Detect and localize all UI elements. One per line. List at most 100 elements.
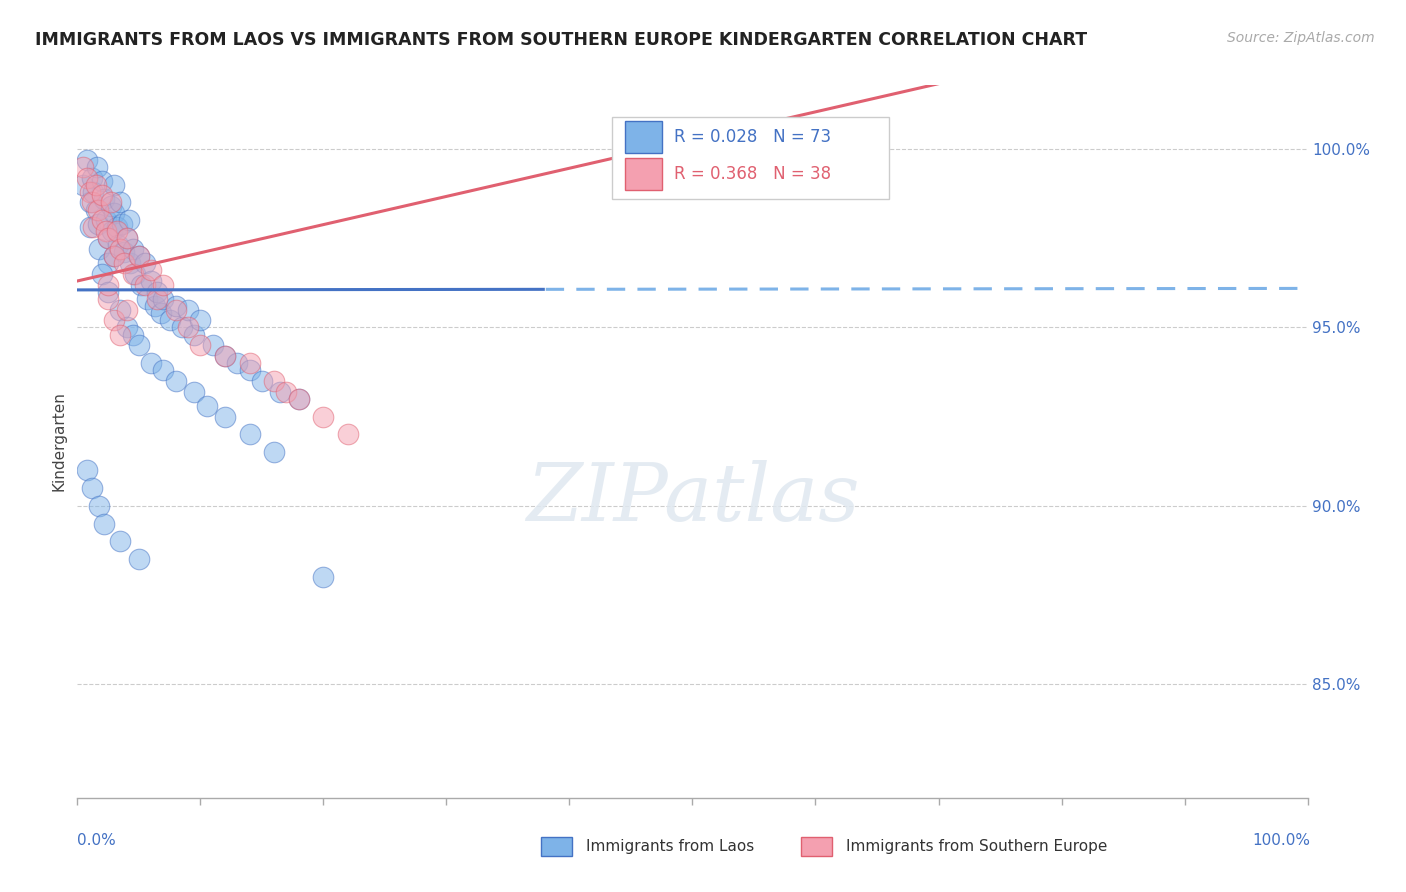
Point <box>97 277 120 292</box>
Text: 100.0%: 100.0% <box>1253 833 1310 847</box>
Point <box>76 463 98 477</box>
Point <box>183 384 205 399</box>
Point <box>105 220 128 235</box>
Point <box>239 356 262 370</box>
Point <box>239 427 262 442</box>
Point <box>82 195 104 210</box>
FancyBboxPatch shape <box>624 120 662 153</box>
Point <box>288 392 311 406</box>
Point <box>82 220 104 235</box>
Point <box>97 231 120 245</box>
Point <box>121 267 143 281</box>
Point <box>84 202 107 217</box>
Point <box>76 170 98 185</box>
Point <box>84 178 107 192</box>
Point <box>201 338 224 352</box>
Point <box>112 245 135 260</box>
Point <box>111 217 132 231</box>
Point <box>152 277 174 292</box>
Point <box>79 195 101 210</box>
Point <box>115 302 138 317</box>
Point <box>134 277 156 292</box>
Point <box>82 481 104 495</box>
Point <box>115 231 138 245</box>
Point <box>110 327 132 342</box>
Point <box>177 302 200 317</box>
FancyBboxPatch shape <box>624 158 662 190</box>
Point <box>103 313 125 327</box>
Point <box>177 320 200 334</box>
Point <box>276 384 298 399</box>
Point <box>110 534 132 549</box>
Point <box>112 256 135 270</box>
Point <box>250 374 273 388</box>
Point <box>288 392 311 406</box>
Text: Source: ZipAtlas.com: Source: ZipAtlas.com <box>1227 31 1375 45</box>
Point <box>118 213 141 227</box>
Point <box>312 570 335 584</box>
Point <box>82 170 104 185</box>
Point <box>188 338 212 352</box>
Point <box>141 263 163 277</box>
Point <box>115 320 138 334</box>
Text: ZIPatlas: ZIPatlas <box>526 460 859 537</box>
Point <box>94 224 117 238</box>
Point <box>103 178 125 192</box>
Point <box>97 285 120 299</box>
Point <box>136 292 159 306</box>
Point <box>107 238 129 252</box>
Point <box>337 427 360 442</box>
Point <box>269 384 291 399</box>
Point <box>76 153 98 167</box>
Point <box>100 195 122 210</box>
Point <box>103 249 125 263</box>
Point <box>146 292 169 306</box>
Text: 0.0%: 0.0% <box>77 833 117 847</box>
Point <box>120 256 142 270</box>
Point <box>263 445 285 459</box>
Point <box>152 363 174 377</box>
Point <box>87 202 110 217</box>
Point <box>150 306 173 320</box>
Point <box>165 374 187 388</box>
Point <box>129 277 153 292</box>
Point <box>82 185 104 199</box>
Point <box>312 409 335 424</box>
Point <box>226 356 249 370</box>
Point <box>97 292 120 306</box>
FancyBboxPatch shape <box>613 117 890 199</box>
Point <box>165 299 187 313</box>
Point <box>214 349 236 363</box>
Point <box>103 206 125 220</box>
Point <box>239 363 262 377</box>
Point <box>141 356 163 370</box>
Point <box>93 516 115 531</box>
Point <box>72 160 94 174</box>
Point <box>97 256 120 270</box>
Point <box>128 249 150 263</box>
Point <box>214 409 236 424</box>
Point <box>124 267 146 281</box>
Point <box>86 160 108 174</box>
Point <box>90 174 114 188</box>
Point <box>115 231 138 245</box>
Point <box>89 242 111 256</box>
Point <box>121 327 143 342</box>
Point <box>170 320 193 334</box>
Text: IMMIGRANTS FROM LAOS VS IMMIGRANTS FROM SOUTHERN EUROPE KINDERGARTEN CORRELATION: IMMIGRANTS FROM LAOS VS IMMIGRANTS FROM … <box>35 31 1087 49</box>
Point <box>121 242 143 256</box>
Point <box>94 213 117 227</box>
Text: Immigrants from Southern Europe: Immigrants from Southern Europe <box>846 839 1108 854</box>
Y-axis label: Kindergarten: Kindergarten <box>51 392 66 491</box>
Point <box>101 224 124 238</box>
Point <box>183 327 205 342</box>
Point <box>128 249 150 263</box>
Point <box>110 242 132 256</box>
Point <box>143 299 166 313</box>
Point <box>195 399 218 413</box>
Point <box>141 274 163 288</box>
Point <box>90 188 114 202</box>
Point <box>87 217 110 231</box>
Point <box>128 552 150 566</box>
Point <box>110 302 132 317</box>
